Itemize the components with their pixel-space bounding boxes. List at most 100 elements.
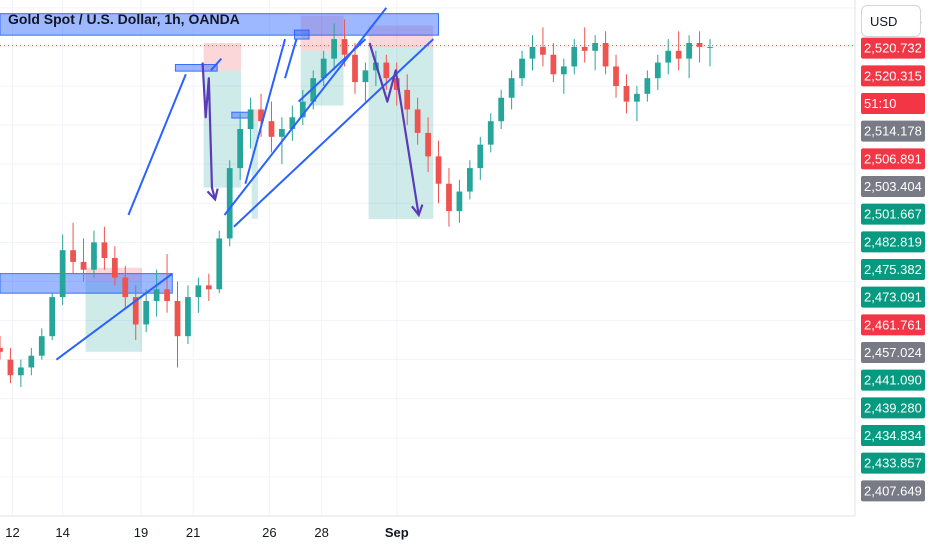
candle	[477, 136, 484, 180]
candle	[320, 50, 327, 86]
resistance-zone	[0, 13, 440, 36]
candle-body	[153, 289, 160, 301]
candle-body	[331, 39, 337, 59]
candle-body	[675, 50, 682, 59]
candle	[707, 39, 713, 67]
candle	[38, 328, 45, 360]
price-tag-label: 2,520.315	[864, 68, 922, 83]
price-tag-bg	[861, 176, 925, 197]
projections	[201, 42, 424, 218]
price-tag-label: 2,475.382	[864, 262, 922, 277]
price-tag: 2,482.819	[861, 231, 925, 253]
candle	[592, 35, 599, 71]
candle-body	[613, 66, 619, 86]
price-tag-label: 2,407.649	[864, 483, 922, 498]
candle-body	[80, 261, 87, 270]
mini-zone	[174, 64, 218, 72]
trend-line	[233, 38, 434, 228]
price-tag: 2,433.857	[861, 452, 925, 474]
price-tag-label: 2,433.857	[864, 456, 922, 471]
candle-body	[18, 367, 24, 376]
candle	[101, 226, 108, 270]
price-tag-bg	[861, 397, 925, 419]
candle-body	[0, 347, 3, 352]
time-tick-label: 21	[186, 525, 200, 540]
candle-body	[560, 66, 567, 75]
candle-body	[592, 43, 599, 51]
trend-line	[244, 38, 287, 184]
candle-body	[498, 97, 505, 122]
candle-body	[571, 46, 578, 67]
candle-body	[38, 336, 45, 356]
candle	[331, 23, 337, 71]
candle	[696, 31, 703, 63]
candle-body	[320, 58, 327, 79]
candle-body	[404, 89, 411, 110]
candle-body	[446, 183, 452, 212]
candle	[49, 293, 56, 341]
candle-body	[477, 144, 484, 169]
price-tag-label: 2,457.024	[864, 345, 922, 360]
price-tag-bg	[861, 37, 925, 59]
candle-body	[49, 297, 56, 337]
candle	[644, 70, 651, 102]
candle	[289, 105, 296, 141]
price-tag-bg	[861, 93, 925, 114]
candle	[550, 43, 557, 83]
candle-body	[519, 58, 525, 79]
candle-body	[487, 121, 494, 145]
candle-body	[550, 54, 557, 75]
candle-body	[101, 242, 108, 258]
candle-body	[623, 86, 630, 102]
candle	[205, 273, 212, 301]
candle-body	[122, 277, 129, 298]
projection-path	[368, 42, 420, 216]
price-tag: 2,506.891	[861, 148, 925, 170]
candle-body	[91, 242, 97, 270]
candle-body	[258, 109, 264, 122]
candle-body	[111, 258, 118, 278]
candle-body	[383, 62, 390, 79]
price-tag: 2,434.834	[861, 425, 925, 446]
candle	[435, 140, 442, 204]
candle	[654, 54, 661, 90]
price-tag-bg	[861, 314, 925, 336]
mini-zone	[293, 29, 310, 40]
price-tag-bg	[861, 203, 925, 225]
candle	[675, 31, 682, 71]
candle	[498, 89, 505, 129]
candle	[122, 265, 129, 309]
candle-body	[352, 54, 358, 83]
candle	[623, 74, 630, 114]
candles	[0, 19, 713, 387]
currency-selector[interactable]: USD	[861, 5, 921, 37]
candle-body	[279, 129, 285, 137]
price-tag: 2,503.404	[861, 176, 925, 197]
candle	[602, 31, 609, 75]
price-tag-bg	[861, 148, 925, 170]
candle-body	[602, 43, 609, 67]
price-tag: 2,520.315	[861, 65, 925, 87]
candle	[28, 347, 35, 376]
candle-body	[195, 285, 202, 298]
candle-body	[393, 78, 400, 90]
candle	[164, 254, 170, 313]
price-tag-bg	[861, 425, 925, 446]
price-tag-bg	[861, 342, 925, 363]
trend-line	[210, 57, 223, 72]
candle	[352, 43, 358, 94]
candle	[404, 74, 411, 126]
price-tag-label: 2,441.090	[864, 373, 922, 388]
support-zone	[0, 273, 173, 294]
candle	[446, 168, 452, 227]
candle-body	[456, 191, 463, 212]
time-axis[interactable]: 12 14 19 21 26 28 Sep	[0, 515, 855, 540]
candle	[571, 39, 578, 75]
candle-body	[143, 301, 150, 325]
candle-body	[216, 238, 223, 290]
trend-line	[127, 73, 187, 216]
candle	[91, 230, 97, 278]
candle-body	[425, 132, 431, 157]
